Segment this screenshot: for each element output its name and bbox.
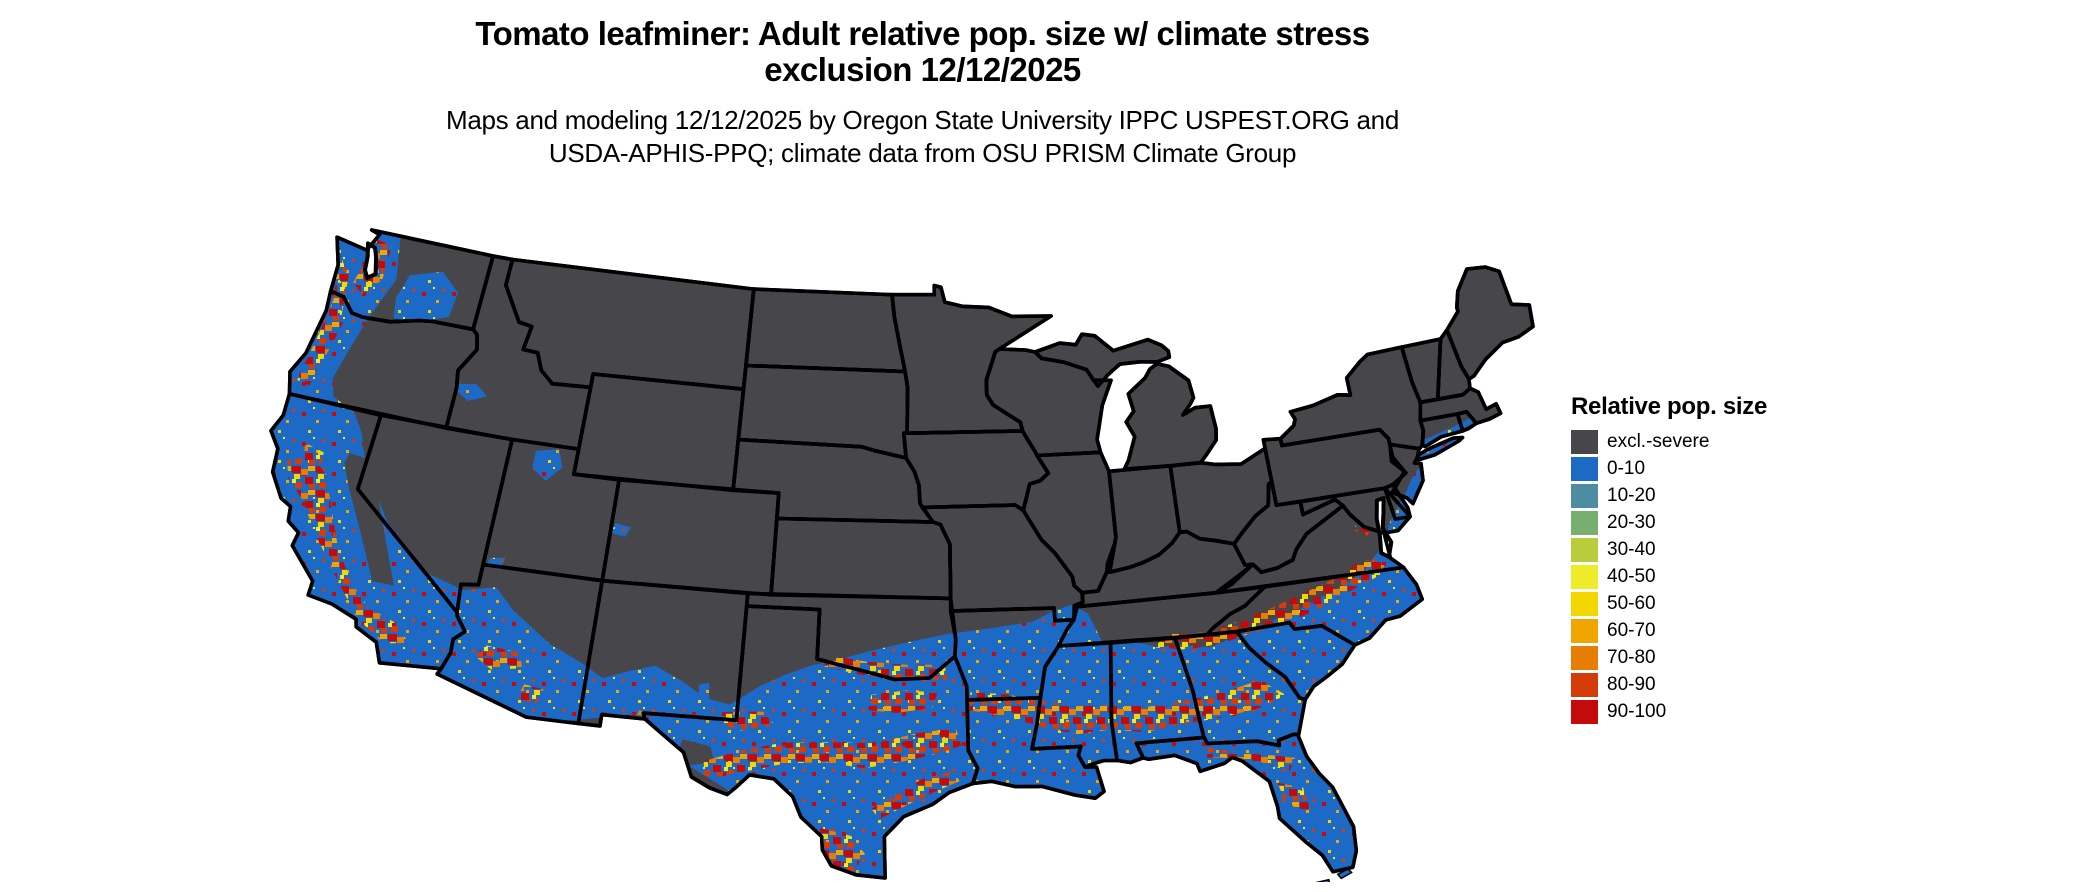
legend-swatch-10-20 <box>1571 483 1598 508</box>
hotspot-central-florida <box>1277 782 1310 810</box>
legend-label: 10-20 <box>1607 484 1656 506</box>
hotspot-gulf-coast-texas <box>871 771 960 819</box>
header: Tomato leafminer: Adult relative pop. si… <box>0 16 1845 170</box>
state-north-dakota <box>744 287 907 374</box>
legend-label: 30-40 <box>1607 538 1656 560</box>
border-arizona <box>435 562 604 726</box>
hotspot-wa-or-coast <box>297 253 349 386</box>
legend-swatch-excl.-severe <box>1571 429 1598 454</box>
suitability-overlays <box>271 230 1475 878</box>
speckle-pecos-valley <box>698 682 710 713</box>
legend-swatch-0-10 <box>1571 456 1598 481</box>
legend-swatch-70-80 <box>1571 645 1598 670</box>
state-kansas <box>769 516 953 601</box>
legend-label: 60-70 <box>1607 619 1656 641</box>
hotspot-red-river <box>821 655 948 680</box>
legend-item-90-100: 90-100 <box>1571 698 1767 725</box>
legend-swatch-60-70 <box>1571 618 1598 643</box>
legend-swatch-50-60 <box>1571 591 1598 616</box>
speckle-columbia-basin <box>393 271 458 322</box>
us-risk-map <box>269 228 1535 882</box>
legend-items: excl.-severe 0-10 10-20 20-30 30-40 40-50 50-6… <box>1571 428 1767 725</box>
hotspot-dc-tidewater <box>1354 522 1371 536</box>
legend: Relative pop. size excl.-severe 0-10 10-20… <box>1571 393 1767 725</box>
border-texas <box>641 604 980 880</box>
border-maine <box>1445 265 1535 381</box>
legend-label: excl.-severe <box>1607 430 1710 452</box>
legend-label: 80-90 <box>1607 673 1656 695</box>
hotspot-ne-texas <box>868 690 938 713</box>
title-line-1: Tomato leafminer: Adult relative pop. si… <box>475 15 1370 52</box>
hotspot-north-florida <box>1206 747 1295 772</box>
legend-item-40-50: 40-50 <box>1571 563 1767 590</box>
states-border-layer <box>269 228 1535 880</box>
hotspot-central-texas <box>703 728 962 780</box>
speckle-grand-valley <box>611 523 632 537</box>
legend-item-30-40: 30-40 <box>1571 536 1767 563</box>
speckle-snake-plain <box>456 383 488 401</box>
hotspot-sacramento-valley <box>302 442 324 476</box>
title-line-2: exclusion 12/12/2025 <box>764 51 1081 88</box>
speckle-suitable-main <box>271 230 1454 878</box>
map-container <box>268 226 1536 882</box>
legend-label: 0-10 <box>1607 457 1646 479</box>
legend-swatch-40-50 <box>1571 564 1598 589</box>
legend-swatch-90-100 <box>1571 699 1598 724</box>
legend-swatch-20-30 <box>1571 510 1598 535</box>
legend-item-60-70: 60-70 <box>1571 617 1767 644</box>
legend-swatch-80-90 <box>1571 672 1598 697</box>
page-subtitle: Maps and modeling 12/12/2025 by Oregon S… <box>0 104 1845 170</box>
legend-label: 70-80 <box>1607 646 1656 668</box>
border-michigan <box>1122 362 1218 471</box>
hotspot-deep-south <box>968 680 1287 735</box>
legend-label: 40-50 <box>1607 565 1656 587</box>
speckle-great-salt-lake <box>532 449 563 481</box>
legend-label: 90-100 <box>1607 700 1667 722</box>
legend-item-50-60: 50-60 <box>1571 590 1767 617</box>
hotspot-phoenix <box>475 644 523 670</box>
page-title: Tomato leafminer: Adult relative pop. si… <box>0 16 1845 88</box>
border-north-carolina <box>1204 565 1424 647</box>
speckle-long-island-blue <box>1418 437 1463 460</box>
border-vermont <box>1399 337 1443 405</box>
legend-title: Relative pop. size <box>1571 393 1767 420</box>
border-michigan-upper-peninsula <box>1033 332 1172 388</box>
border-long-island <box>1416 435 1465 462</box>
state-michigan <box>1122 362 1218 471</box>
subtitle-line-2: USDA-APHIS-PPQ; climate data from OSU PR… <box>548 138 1297 168</box>
border-florida <box>1134 732 1359 874</box>
subtitle-line-1: Maps and modeling 12/12/2025 by Oregon S… <box>445 105 1399 135</box>
legend-item-excl.-severe: excl.-severe <box>1571 428 1767 455</box>
state-colorado <box>600 478 781 597</box>
legend-item-80-90: 80-90 <box>1571 671 1767 698</box>
hotspot-permian <box>720 711 775 731</box>
state-wyoming <box>572 372 746 493</box>
legend-item-10-20: 10-20 <box>1571 482 1767 509</box>
border-maryland <box>1298 486 1412 535</box>
hotspot-california-valley <box>287 457 410 644</box>
legend-label: 20-30 <box>1607 511 1656 533</box>
legend-label: 50-60 <box>1607 592 1656 614</box>
legend-item-20-30: 20-30 <box>1571 509 1767 536</box>
legend-item-0-10: 0-10 <box>1571 455 1767 482</box>
legend-swatch-30-40 <box>1571 537 1598 562</box>
speckle-nj-shore <box>1405 468 1423 503</box>
legend-item-70-80: 70-80 <box>1571 644 1767 671</box>
florida-keys-1 <box>1315 878 1330 882</box>
hotspot-piedmont <box>1153 560 1387 650</box>
hotspot-tucson <box>516 684 544 704</box>
